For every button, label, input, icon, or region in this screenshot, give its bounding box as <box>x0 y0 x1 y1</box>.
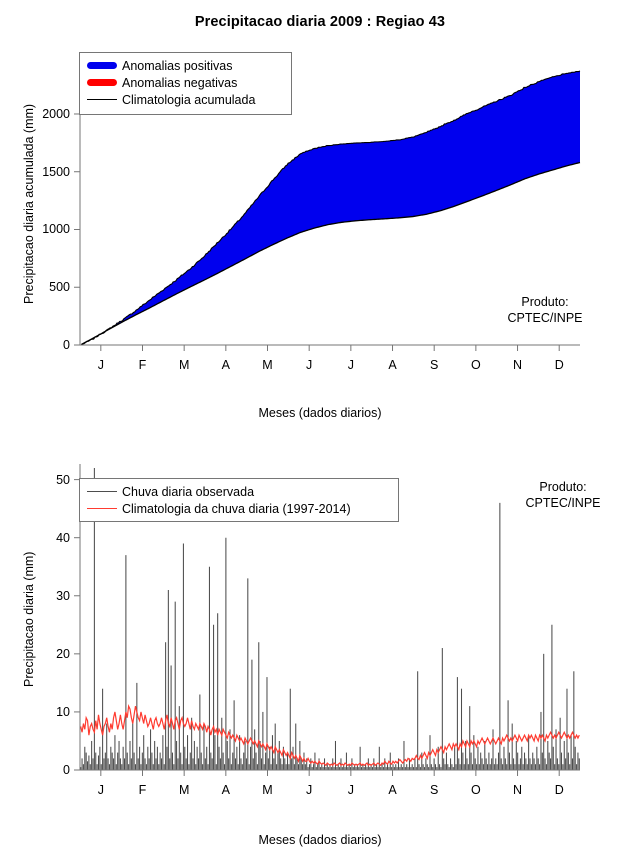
top-chart-x-axis-title: Meses (dados diarios) <box>258 406 382 420</box>
bottom-chart-legend-label: Climatologia da chuva diaria (1997-2014) <box>122 501 351 516</box>
top-chart-legend-item: Climatologia acumulada <box>82 91 285 108</box>
bottom-chart-x-tick-label: A <box>388 783 397 797</box>
top-chart-x-tick-label: M <box>178 358 190 372</box>
observed-accumulated-line <box>81 70 581 346</box>
bottom-chart-x-tick-label: J <box>306 783 313 797</box>
bottom-chart-y-tick-label: 10 <box>56 704 70 719</box>
bottom-chart-legend-label: Chuva diaria observada <box>122 484 255 499</box>
top-chart-y-tick-label: 1000 <box>42 222 70 237</box>
top-chart-legend: Anomalias positivas Anomalias negativas Cl… <box>79 52 292 115</box>
produto-source: CPTEC/INPE <box>507 310 583 325</box>
daily-precipitation-figure: Precipitacao diaria (mm) Meses (dados di… <box>0 430 640 850</box>
accumulated-precipitation-figure: Precipitacao diaria 2009 : Regiao 43 Pre… <box>22 14 583 420</box>
bottom-chart-produto-note: Produto: CPTEC/INPE <box>525 480 600 511</box>
bottom-chart-y-tick-label: 50 <box>56 472 70 487</box>
top-chart-legend-label: Anomalias positivas <box>122 58 233 73</box>
top-chart-legend-item: Anomalias positivas <box>82 57 285 74</box>
top-chart-x-tick-label: D <box>554 358 564 372</box>
bottom-chart-legend-swatch-icon <box>82 508 122 509</box>
bottom-chart-x-tick-label: D <box>554 783 564 797</box>
climatology-daily-line <box>80 703 580 767</box>
bottom-chart-y-tick-label: 20 <box>56 646 70 661</box>
bottom-chart-x-tick-label: A <box>221 783 230 797</box>
bottom-chart-legend-swatch-icon <box>82 491 122 492</box>
top-chart-y-tick-label: 2000 <box>42 106 70 121</box>
top-chart-y-tick-label: 500 <box>49 280 70 295</box>
top-chart-x-tick-label: S <box>430 358 439 372</box>
top-chart-x-tick-label: F <box>138 358 147 372</box>
climatology-accumulated-line <box>81 161 581 345</box>
top-chart-legend-swatch-icon <box>82 62 122 69</box>
bottom-chart-x-tick-label: F <box>138 783 147 797</box>
top-chart-legend-label: Anomalias negativas <box>122 75 238 90</box>
bottom-chart-y-tick-label: 30 <box>56 588 70 603</box>
top-chart-x-tick-label: N <box>513 358 523 372</box>
bottom-chart-legend-item: Climatologia da chuva diaria (1997-2014) <box>82 500 392 517</box>
page-title: Precipitacao diaria 2009 : Regiao 43 <box>194 14 446 30</box>
bottom-chart-y-tick-label: 0 <box>63 763 70 777</box>
bottom-chart-x-tick-label: M <box>262 783 273 797</box>
top-chart-produto-note: Produto: CPTEC/INPE <box>507 295 582 326</box>
top-chart-legend-label: Climatologia acumulada <box>122 92 256 107</box>
observed-daily-bars <box>80 468 580 770</box>
bottom-chart-x-axis-title: Meses (dados diarios) <box>258 833 382 847</box>
produto-label: Produto: <box>539 480 587 494</box>
top-chart-plot <box>74 58 581 351</box>
top-chart-legend-swatch-icon <box>82 79 122 86</box>
top-chart-legend-item: Anomalias negativas <box>82 74 285 91</box>
top-chart-x-tick-label: A <box>221 358 230 372</box>
produto-label: Produto: <box>521 295 569 309</box>
bottom-chart-x-tick-label: N <box>513 783 523 797</box>
produto-source: CPTEC/INPE <box>525 495 601 510</box>
top-chart-y-tick-label: 1500 <box>42 164 70 179</box>
top-chart-x-tick-label: J <box>97 358 104 372</box>
top-chart-x-tick-label: O <box>470 358 481 372</box>
top-chart-x-tick-label: J <box>347 358 354 372</box>
bottom-chart-x-tick-label: S <box>430 783 439 797</box>
bottom-chart-x-tick-label: M <box>178 783 190 797</box>
bottom-chart-legend-item: Chuva diaria observada <box>82 483 392 500</box>
bottom-chart-legend: Chuva diaria observada Climatologia da ch… <box>79 478 399 522</box>
top-chart-y-tick-label: 0 <box>63 338 70 352</box>
bottom-chart-y-tick-label: 40 <box>56 530 70 545</box>
bottom-chart-x-tick-label: J <box>97 783 104 797</box>
top-chart-legend-swatch-icon <box>82 99 122 100</box>
top-chart-x-tick-label: J <box>306 358 313 372</box>
top-chart-x-tick-label: A <box>388 358 397 372</box>
bottom-chart-x-tick-label: J <box>347 783 354 797</box>
top-chart-x-tick-label: M <box>262 358 273 372</box>
bottom-chart-x-tick-label: O <box>470 783 481 797</box>
